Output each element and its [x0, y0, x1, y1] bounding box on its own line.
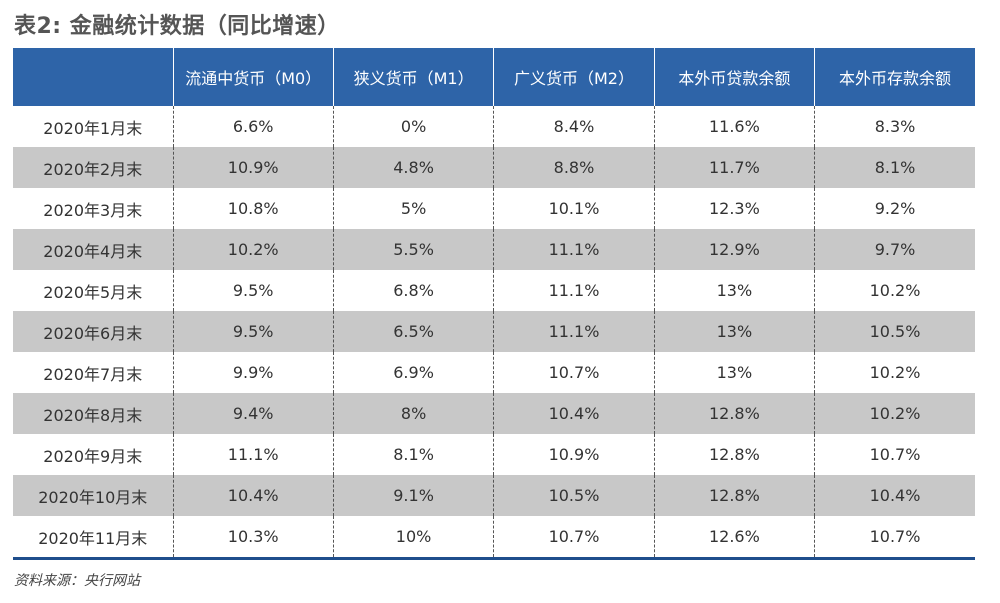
cell-m0: 10.8%	[172, 188, 334, 229]
cell-deposits: 8.1%	[814, 147, 975, 188]
cell-loans: 12.8%	[653, 434, 815, 475]
cell-m0: 10.4%	[172, 475, 334, 516]
cell-m0: 11.1%	[172, 434, 334, 475]
cell-deposits: 10.7%	[814, 434, 975, 475]
cell-deposits: 10.5%	[814, 311, 975, 352]
cell-m0: 10.3%	[172, 516, 334, 559]
cell-m1: 10%	[332, 516, 494, 559]
row-date: 2020年5月末	[43, 282, 143, 302]
header-m2: 广义货币（M2）	[493, 48, 655, 106]
cell-m0: 9.9%	[172, 352, 334, 393]
table-row: 2020年6月末 9.5% 6.5% 11.1% 13% 10.5%	[13, 311, 975, 352]
cell-deposits: 8.3%	[814, 106, 975, 147]
cell-m2: 8.8%	[493, 147, 655, 188]
cell-m1: 8%	[332, 393, 494, 434]
cell-loans: 12.6%	[653, 516, 815, 559]
cell-deposits: 10.4%	[814, 475, 975, 516]
cell-m2: 10.4%	[493, 393, 655, 434]
cell-loans: 11.7%	[653, 147, 815, 188]
cell-loans: 11.6%	[653, 106, 815, 147]
cell-loans: 13%	[653, 352, 815, 393]
cell-loans: 12.8%	[653, 475, 815, 516]
table-row: 2020年11月末 10.3% 10% 10.7% 12.6% 10.7%	[13, 516, 975, 559]
row-date: 2020年8月末	[13, 393, 173, 434]
header-m0: 流通中货币（M0）	[172, 48, 334, 106]
table-header-row: 流通中货币（M0） 狭义货币（M1） 广义货币（M2） 本外币贷款余额 本外币存…	[13, 48, 975, 106]
cell-deposits: 9.7%	[814, 229, 975, 270]
cell-m0: 9.5%	[172, 270, 334, 311]
cell-loans: 12.8%	[653, 393, 815, 434]
row-date: 2020年9月末	[43, 446, 143, 466]
cell-deposits: 10.2%	[814, 393, 975, 434]
cell-m0: 10.2%	[172, 229, 334, 270]
cell-m1: 9.1%	[332, 475, 494, 516]
cell-m0: 9.5%	[172, 311, 334, 352]
cell-m0: 10.9%	[172, 147, 334, 188]
cell-m2: 10.7%	[493, 352, 655, 393]
cell-m2: 10.1%	[493, 188, 655, 229]
cell-m1: 0%	[332, 106, 494, 147]
table-row: 2020年4月末 10.2% 5.5% 11.1% 12.9% 9.7%	[13, 229, 975, 270]
cell-loans: 12.3%	[653, 188, 815, 229]
cell-m1: 5.5%	[332, 229, 494, 270]
table-row: 2020年9月末 11.1% 8.1% 10.9% 12.8% 10.7%	[13, 434, 975, 475]
table-row: 2020年2月末 10.9% 4.8% 8.8% 11.7% 8.1%	[13, 147, 975, 188]
cell-loans: 13%	[653, 270, 815, 311]
source-note: 资料来源：央行网站	[14, 573, 140, 589]
cell-m2: 11.1%	[493, 229, 655, 270]
table-row: 2020年3月末 10.8% 5% 10.1% 12.3% 9.2%	[13, 188, 975, 229]
cell-deposits: 10.2%	[814, 270, 975, 311]
cell-m0: 6.6%	[172, 106, 334, 147]
cell-m2: 10.5%	[493, 475, 655, 516]
row-date: 2020年11月末	[38, 528, 148, 548]
table-row: 2020年5月末 9.5% 6.8% 11.1% 13% 10.2%	[13, 270, 975, 311]
table-row: 2020年7月末 9.9% 6.9% 10.7% 13% 10.2%	[13, 352, 975, 393]
cell-m2: 8.4%	[493, 106, 655, 147]
cell-m2: 10.9%	[493, 434, 655, 475]
cell-m2: 10.7%	[493, 516, 655, 559]
row-date: 2020年10月末	[13, 475, 173, 516]
table-title: 表2: 金融统计数据（同比增速）	[14, 14, 340, 39]
row-date: 2020年7月末	[43, 364, 143, 384]
table-row: 2020年1月末 6.6% 0% 8.4% 11.6% 8.3%	[13, 106, 975, 147]
cell-m1: 6.5%	[332, 311, 494, 352]
header-loans: 本外币贷款余额	[653, 48, 815, 106]
table-row: 2020年10月末 10.4% 9.1% 10.5% 12.8% 10.4%	[13, 475, 975, 516]
cell-deposits: 9.2%	[814, 188, 975, 229]
financial-statistics-table: 流通中货币（M0） 狭义货币（M1） 广义货币（M2） 本外币贷款余额 本外币存…	[13, 48, 975, 560]
header-corner	[13, 48, 173, 106]
cell-m1: 4.8%	[332, 147, 494, 188]
cell-m1: 6.9%	[332, 352, 494, 393]
table-body: 2020年1月末 6.6% 0% 8.4% 11.6% 8.3% 2020年2月…	[13, 106, 975, 559]
cell-loans: 12.9%	[653, 229, 815, 270]
cell-loans: 13%	[653, 311, 815, 352]
row-date: 2020年4月末	[13, 229, 173, 270]
cell-deposits: 10.7%	[814, 516, 975, 559]
cell-m1: 8.1%	[332, 434, 494, 475]
row-date: 2020年1月末	[43, 118, 143, 138]
row-date: 2020年3月末	[43, 200, 143, 220]
cell-m2: 11.1%	[493, 311, 655, 352]
cell-m1: 6.8%	[332, 270, 494, 311]
cell-m1: 5%	[332, 188, 494, 229]
row-date: 2020年2月末	[13, 147, 173, 188]
cell-deposits: 10.2%	[814, 352, 975, 393]
header-deposits: 本外币存款余额	[814, 48, 975, 106]
header-m1: 狭义货币（M1）	[332, 48, 494, 106]
cell-m0: 9.4%	[172, 393, 334, 434]
cell-m2: 11.1%	[493, 270, 655, 311]
table-row: 2020年8月末 9.4% 8% 10.4% 12.8% 10.2%	[13, 393, 975, 434]
row-date: 2020年6月末	[13, 311, 173, 352]
